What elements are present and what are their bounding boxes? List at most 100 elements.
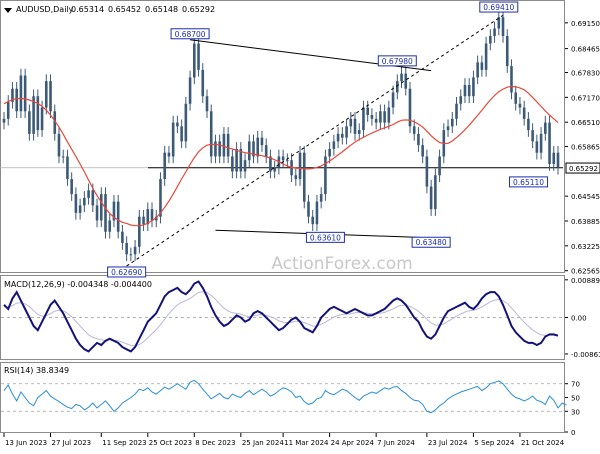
rsi-panel-frame	[0, 362, 565, 433]
candle-body	[66, 156, 69, 180]
candle-body	[171, 122, 175, 157]
x-tick-label: 11 Sep 2023	[102, 439, 146, 447]
price-tick-label: 0.69150	[571, 20, 600, 28]
candle-body	[49, 81, 52, 112]
candle-body	[184, 103, 188, 142]
candle-body	[286, 160, 289, 162]
candle-body	[455, 103, 458, 119]
candle-body	[231, 156, 234, 172]
candle-body	[40, 107, 44, 131]
price-panel-header: AUDUSD,Daily 0.65314 0.65452 0.65148 0.6…	[4, 5, 215, 14]
candle-body	[505, 36, 509, 67]
candle-body	[138, 216, 141, 247]
candle-body	[421, 145, 424, 157]
candle-body	[78, 205, 82, 213]
candle-body	[298, 152, 302, 180]
candle-body	[324, 156, 327, 195]
rsi-tick-label: 30	[571, 408, 580, 416]
candle-body	[489, 36, 492, 44]
candle-body	[214, 141, 217, 157]
candle-body	[362, 107, 365, 131]
macd-line	[3, 280, 559, 353]
candle-body	[116, 201, 120, 232]
ohlc-close: 0.65292	[182, 5, 215, 14]
price-panel-title: AUDUSD,Daily	[16, 5, 74, 14]
candle-body	[150, 209, 154, 221]
x-tick-label: 11 Mar 2024	[284, 439, 329, 447]
x-tick-label: 25 Jan 2024	[242, 439, 285, 447]
candle-body	[57, 133, 61, 157]
candle-body	[501, 17, 505, 37]
candle-body	[332, 141, 336, 149]
price-annotation-box	[509, 176, 549, 188]
candle-body	[497, 17, 501, 29]
watermark: ActionForex.com	[271, 254, 412, 274]
candle-body	[176, 122, 179, 127]
x-tick-label: 13 Jun 2023	[5, 439, 47, 447]
candle-body	[256, 137, 260, 157]
price-tick-label: 0.68465	[571, 46, 600, 54]
macd-tick-label: -0.008612	[571, 351, 600, 359]
x-tick-label: 23 Jul 2024	[428, 439, 468, 447]
candle-body	[315, 201, 319, 225]
candle-body	[247, 141, 251, 161]
candle-body	[307, 201, 310, 217]
candle-body	[429, 186, 433, 210]
candle-body	[370, 115, 374, 119]
candle-body	[328, 148, 331, 157]
macd-tick-label: 0.00	[571, 315, 587, 323]
price-tick-label: 0.63225	[571, 243, 600, 251]
candle-body	[269, 156, 272, 172]
candle-body	[514, 92, 518, 104]
candle-body	[383, 111, 386, 123]
candle-body	[531, 130, 534, 142]
x-tick-label: 25 Oct 2023	[149, 439, 192, 447]
price-annotation-label: 0.67980	[382, 57, 413, 66]
candle-body	[374, 118, 378, 123]
candle-body	[133, 246, 137, 255]
candle-body	[95, 205, 99, 221]
candle-body	[15, 88, 18, 112]
ohlc-open: 0.65314	[71, 5, 104, 14]
candle-body	[273, 167, 276, 172]
candle-body	[404, 73, 408, 89]
rsi-line	[3, 379, 567, 414]
candle-body	[341, 133, 344, 138]
x-tick-label: 21 Oct 2024	[521, 439, 565, 447]
price-annotation-box	[479, 1, 519, 13]
moving-average-line	[3, 85, 559, 227]
candle-body	[112, 201, 116, 221]
price-tick-label: 0.66510	[571, 119, 600, 127]
candle-body	[349, 118, 353, 127]
candle-body	[99, 194, 103, 221]
candle-body	[36, 96, 40, 131]
ohlc-low: 0.65148	[145, 5, 178, 14]
candle-body	[264, 145, 268, 157]
price-annotation-label: 0.63610	[310, 233, 341, 242]
candle-body	[121, 231, 124, 244]
candle-body	[539, 133, 543, 153]
candle-body	[239, 148, 243, 172]
candle-body	[209, 111, 213, 157]
candle-body	[353, 118, 357, 134]
candle-body	[434, 175, 437, 210]
candle-body	[294, 175, 298, 180]
candle-body	[226, 133, 230, 157]
candle-body	[222, 133, 226, 157]
price-annotation-box	[107, 266, 147, 278]
candle-body	[366, 107, 369, 116]
candle-body	[6, 101, 10, 119]
candle-body	[104, 194, 107, 232]
candle-body	[108, 220, 112, 232]
candle-body	[319, 194, 323, 202]
macd-tick-label: 0.008899	[571, 277, 600, 285]
candle-body	[11, 88, 14, 102]
candle-body	[201, 69, 205, 97]
x-tick-label: 27 Jul 2023	[52, 439, 92, 447]
candle-body	[379, 111, 382, 123]
price-tick-label: 0.63885	[571, 218, 600, 226]
candle-body	[391, 92, 395, 108]
candle-body	[218, 141, 221, 157]
